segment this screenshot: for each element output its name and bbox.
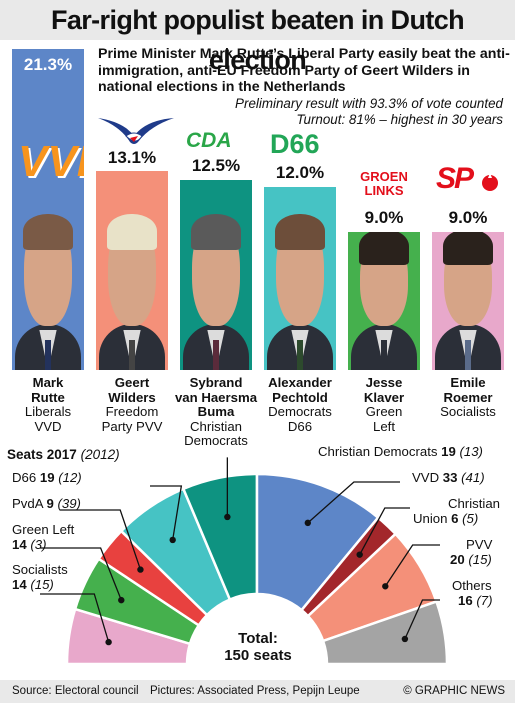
leader-dot-others	[401, 635, 409, 643]
bar-gl	[348, 232, 420, 370]
candidate-pechtold: Alexander Pechtold Democrats D66	[268, 375, 332, 434]
candidate-roemer: Emile Roemer Socialists	[440, 375, 496, 419]
label-christian-union-seats: Union 6 (5)	[413, 511, 479, 526]
candidate-wilders: Geert Wilders Freedom Party PVV	[101, 375, 163, 434]
candidate-klaver: Jesse Klaver Green Left	[363, 375, 405, 434]
sp-logo: SP	[436, 162, 498, 198]
cda-logo: CDA	[186, 129, 232, 152]
page-title: Far-right populist beaten in Dutch elect…	[0, 0, 515, 75]
label-pvda: PvdA 9 (39)	[12, 496, 81, 511]
seats-heading: Seats 2017 (2012)	[7, 447, 120, 462]
label-christian-union: Christian	[447, 496, 500, 511]
bar-d66	[264, 187, 336, 370]
label-pvv: PVV	[466, 537, 493, 552]
value-label-gl: 9.0%	[364, 208, 404, 227]
value-label-pvv: 13.1%	[107, 148, 157, 167]
note-turnout: Turnout: 81% – highest in 30 years	[296, 112, 503, 127]
bar-sp	[432, 232, 504, 370]
footer-source: Source: Electoral council	[12, 685, 139, 697]
pvv-seagull-icon	[98, 118, 174, 144]
portrait-buma	[180, 205, 252, 370]
leader-line-vvd	[307, 481, 400, 524]
label-green-left: Green Left 14 (3)	[12, 522, 75, 552]
leader-dot-pvda	[137, 566, 144, 573]
leader-line-christian-union	[359, 507, 410, 555]
d66-logo: D66	[270, 129, 320, 159]
leader-dot-vvd	[304, 519, 312, 527]
leader-dot-d66	[169, 536, 176, 544]
leader-line-pvda	[60, 509, 142, 570]
label-socialists: Socialists 14 (15)	[12, 562, 68, 592]
label-vvd: VVD 33 (41)	[412, 470, 485, 485]
seat-slice-others	[321, 599, 449, 666]
portrait-roemer	[432, 232, 504, 370]
bar-pvv	[96, 171, 168, 370]
footer-pictures: Pictures: Associated Press, Pepijn Leupe	[150, 685, 360, 697]
leader-line-christian-democrats	[226, 457, 229, 517]
label-pvv-seats: 20 (15)	[450, 552, 492, 567]
portrait-klaver	[348, 232, 420, 370]
value-label-cda: 12.5%	[191, 156, 241, 175]
total-seats: Total: 150 seats	[224, 630, 292, 664]
tomato-icon	[482, 173, 498, 191]
footer-credit: © GRAPHIC NEWS	[403, 685, 505, 697]
portrait-rutte	[12, 195, 84, 370]
candidate-buma: Sybrand van Haersma Buma Christian Democrat…	[174, 375, 258, 448]
note-preliminary: Preliminary result with 93.3% of vote co…	[235, 96, 503, 111]
footer: Source: Electoral council Pictures: Asso…	[0, 680, 515, 703]
intro-text: Prime Minister Mark Rutte’s Liberal Part…	[98, 46, 510, 95]
leader-line-pvv	[384, 544, 440, 587]
value-label-d66: 12.0%	[275, 163, 325, 182]
leader-dot-socialists	[105, 638, 112, 646]
leader-dot-christian-union	[356, 551, 363, 558]
value-label-sp: 9.0%	[448, 208, 488, 227]
portrait-wilders	[96, 200, 168, 370]
leader-line-others	[404, 599, 440, 640]
label-d66: D66 19 (12)	[12, 470, 82, 485]
bar-vvd: 21.3% VVD	[12, 49, 84, 370]
groenlinks-logo: GROEN LINKS	[360, 169, 408, 198]
leader-dot-pvv	[382, 583, 389, 590]
leader-line-d66	[150, 485, 183, 541]
label-christian-democrats: Christian Democrats 19 (13)	[318, 444, 483, 459]
bar-cda	[180, 180, 252, 370]
label-others: Others	[452, 578, 492, 593]
candidate-rutte: Mark Rutte Liberals VVD	[24, 375, 72, 434]
vvd-logo: VVD	[18, 137, 84, 186]
seat-slice-vvd	[255, 472, 380, 612]
value-label-vvd: 21.3%	[23, 55, 73, 74]
leader-line-green-left	[40, 547, 122, 601]
leader-dot-green-left	[118, 596, 125, 604]
portrait-pechtold	[264, 210, 336, 370]
leader-line-socialists	[40, 593, 110, 643]
leader-dot-christian-democrats	[224, 513, 231, 521]
label-others-seats: 16 (7)	[458, 593, 493, 608]
